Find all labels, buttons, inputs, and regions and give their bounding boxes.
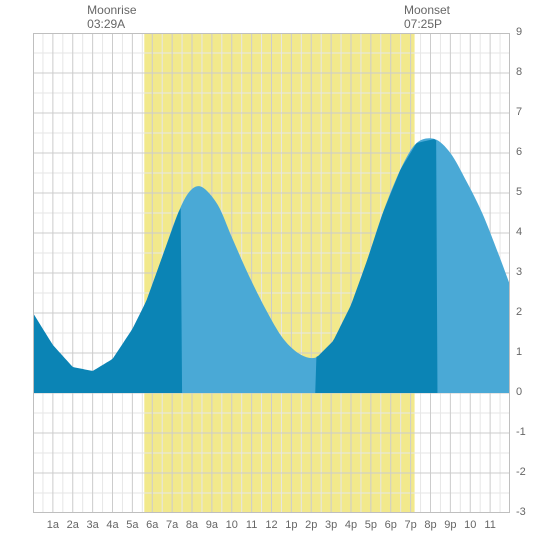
y-tick: -1 [516, 426, 526, 438]
y-tick: 2 [516, 306, 522, 318]
y-tick: 5 [516, 186, 522, 198]
x-tick: 8a [186, 519, 198, 531]
x-tick: 4a [106, 519, 118, 531]
y-tick: -3 [516, 506, 526, 518]
x-tick: 11 [246, 519, 257, 531]
x-tick: 4p [345, 519, 357, 531]
y-tick: 1 [516, 346, 522, 358]
moonset-title: Moonset [404, 3, 450, 17]
x-tick: 5a [126, 519, 138, 531]
x-tick: 9p [444, 519, 456, 531]
chart-svg [0, 0, 550, 550]
x-tick: 3p [325, 519, 337, 531]
x-tick: 7a [166, 519, 178, 531]
y-tick: 6 [516, 146, 522, 158]
x-tick: 2a [67, 519, 79, 531]
y-tick: -2 [516, 466, 526, 478]
x-tick: 3a [87, 519, 99, 531]
moonset-time: 07:25P [404, 17, 442, 31]
x-tick: 12 [265, 519, 277, 531]
moonrise-time: 03:29A [87, 17, 125, 31]
x-tick: 8p [424, 519, 436, 531]
tide-chart: Moonrise03:29AMoonset07:25P-3-2-10123456… [0, 0, 550, 550]
y-tick: 9 [516, 26, 522, 38]
x-tick: 11 [484, 519, 495, 531]
x-tick: 2p [305, 519, 317, 531]
x-tick: 9a [206, 519, 218, 531]
moonrise-title: Moonrise [87, 3, 136, 17]
x-tick: 1p [285, 519, 297, 531]
y-tick: 7 [516, 106, 522, 118]
x-tick: 10 [226, 519, 238, 531]
y-tick: 8 [516, 66, 522, 78]
x-tick: 6a [146, 519, 158, 531]
y-tick: 4 [516, 226, 522, 238]
x-tick: 7p [405, 519, 417, 531]
x-tick: 6p [385, 519, 397, 531]
x-tick: 1a [47, 519, 59, 531]
y-tick: 3 [516, 266, 522, 278]
y-tick: 0 [516, 386, 522, 398]
x-tick: 5p [365, 519, 377, 531]
x-tick: 10 [464, 519, 476, 531]
